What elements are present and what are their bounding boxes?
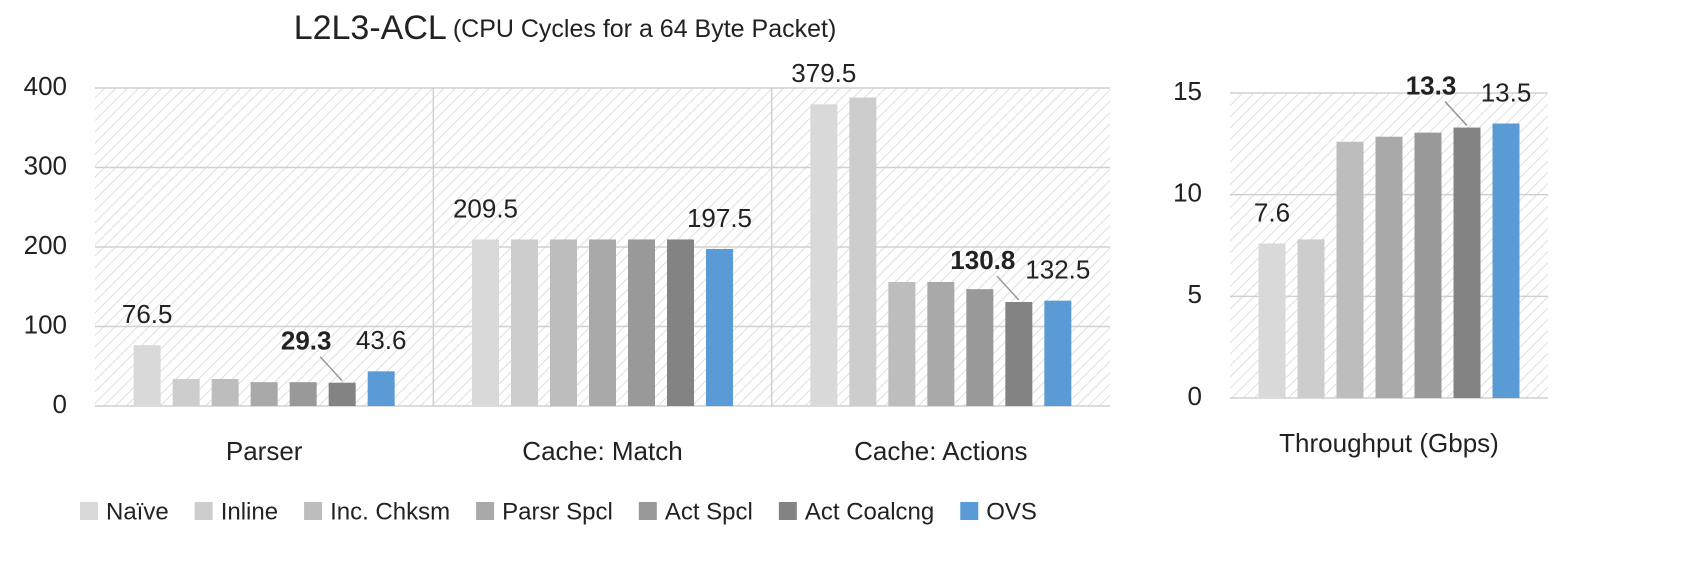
bar [1258,243,1286,398]
data-label: 76.5 [122,299,173,329]
bar [888,281,916,406]
bar [328,382,356,406]
legend-swatch [80,502,98,520]
bar [1005,302,1033,406]
legend-swatch [194,502,213,520]
y-tick-label: 400 [24,71,67,101]
x-tick-label: Throughput (Gbps) [1279,428,1499,458]
leader-line [1444,101,1468,127]
bar [849,97,877,406]
data-label: 13.5 [1481,77,1532,107]
y-tick-label: 5 [1188,279,1202,309]
bar [289,382,317,406]
chart-title: L2L3-ACL (CPU Cycles for a 64 Byte Packet… [294,9,837,47]
legend-label: OVS [986,498,1037,525]
bar [667,239,694,406]
legend-swatch [304,502,323,520]
data-label: 43.6 [356,325,407,355]
bar [133,345,161,406]
legend-swatch [960,502,979,520]
legend-label: Inc. Chksm [330,498,450,525]
bar [966,289,994,406]
bar [511,239,538,406]
data-label: 7.6 [1254,197,1290,227]
bar [1492,123,1520,398]
bar [1336,141,1364,399]
bar [810,104,838,407]
bar [472,239,499,406]
bar [1414,132,1442,398]
title: L2L3-ACL [294,9,447,47]
bar [706,248,733,406]
subtitle: (CPU Cycles for a 64 Byte Packet) [453,15,836,43]
bar [211,378,239,406]
bar [589,239,616,406]
bar [250,382,278,406]
leader-line [996,275,1020,301]
bar [927,281,955,406]
y-tick-label: 0 [53,389,67,419]
x-tick-label: Parser [226,436,303,466]
leader-line [319,356,343,382]
data-label: 132.5 [1025,255,1090,285]
data-label: 13.3 [1406,70,1457,100]
data-label: 197.5 [687,203,752,233]
data-label: 379.5 [791,58,856,88]
x-tick-label: Cache: Match [522,436,682,466]
legend-label: Act Coalcng [805,498,934,525]
data-label: 130.8 [950,245,1015,275]
bar [1297,239,1325,398]
x-tick-label: Cache: Actions [854,436,1027,466]
legend-swatch [476,502,495,520]
y-tick-label: 15 [1173,76,1202,106]
bar [1375,136,1403,398]
legend-label: Naïve [106,498,169,525]
legend-label: Inline [221,498,278,525]
data-label: 29.3 [281,326,332,356]
y-tick-label: 200 [24,230,67,260]
legend-swatch [638,502,657,520]
bar [628,239,655,406]
y-tick-label: 10 [1173,178,1202,208]
y-tick-label: 300 [24,150,67,180]
y-tick-label: 100 [24,309,67,339]
bar [550,239,577,406]
legend-label: Parsr Spcl [502,498,613,525]
bar [172,378,200,406]
bar [1453,127,1481,399]
data-label: 209.5 [453,193,518,223]
legend-swatch [778,502,797,520]
bar [1044,300,1072,406]
y-tick-label: 0 [1188,381,1202,411]
bar [367,371,395,406]
legend-label: Act Spcl [665,498,753,525]
